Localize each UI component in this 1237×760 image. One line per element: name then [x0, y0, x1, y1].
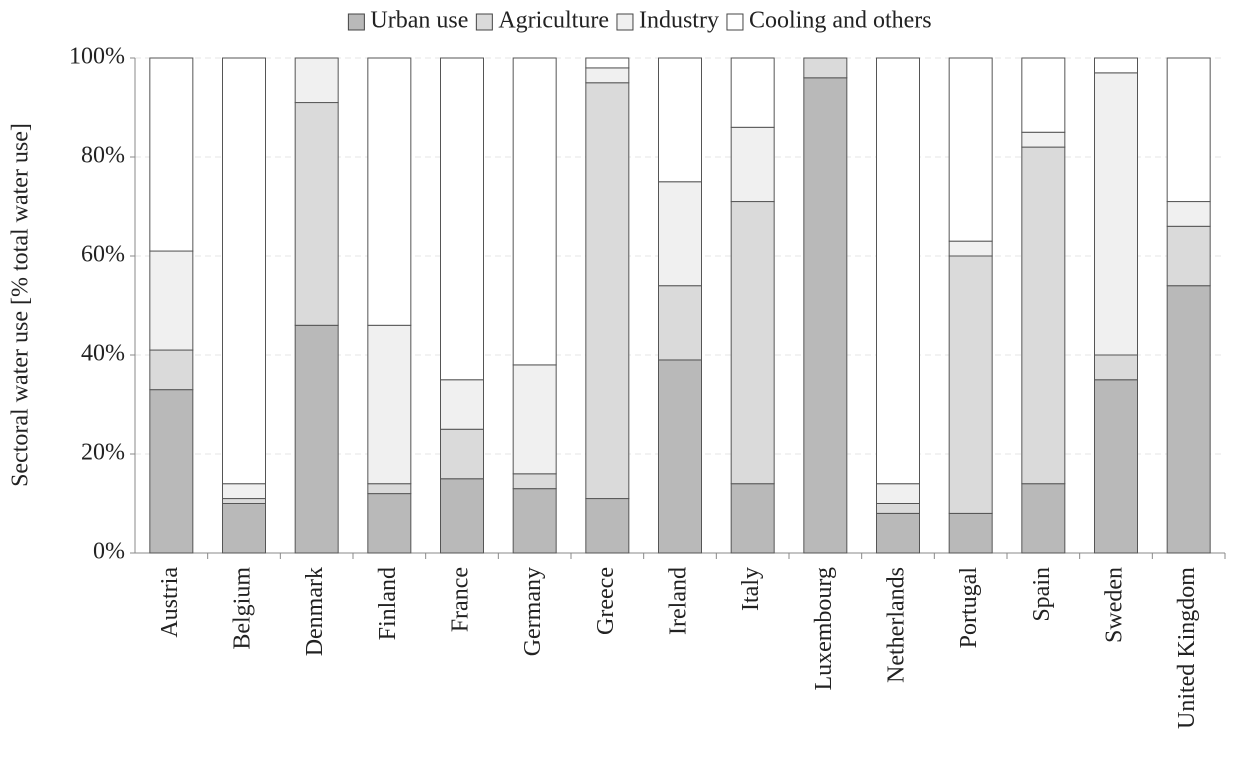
bar-segment [730, 483, 775, 554]
bar-segment [367, 57, 412, 326]
bar-segment [367, 493, 412, 554]
bar-segment [948, 57, 993, 242]
bar-segment [222, 57, 266, 485]
x-tick-label: Portugal [956, 567, 982, 649]
bar-segment [1021, 131, 1066, 148]
bar-segment [803, 77, 848, 554]
bar-segment [658, 359, 702, 554]
bar-segment [876, 57, 920, 485]
bar-segment [440, 57, 484, 381]
x-tick-label: Italy [738, 567, 764, 611]
x-tick-label: Netherlands [884, 567, 910, 683]
x-tick-label: Spain [1029, 567, 1055, 622]
y-tick-label: 0% [93, 539, 125, 565]
bar-segment [367, 324, 412, 485]
bar-segment [876, 503, 920, 514]
bar-segment [730, 57, 775, 128]
bar-segment [1021, 57, 1066, 133]
legend-swatch [347, 13, 365, 31]
legend-item: Agriculture [475, 8, 609, 34]
bar-segment [948, 255, 993, 514]
x-tick-label: Ireland [666, 567, 692, 635]
bar-segment [1166, 57, 1211, 203]
legend-label: Urban use [370, 8, 468, 34]
legend-label: Cooling and others [749, 8, 932, 34]
bar-segment [512, 57, 557, 366]
bar-segment [1166, 225, 1211, 287]
legend-swatch [475, 13, 493, 31]
bar-segment [222, 498, 266, 504]
legend-item: Urban use [347, 8, 468, 34]
legend-item: Industry [616, 8, 719, 34]
bar-segment [876, 512, 920, 554]
legend-label: Industry [639, 8, 719, 34]
y-axis-label: Sectoral water use [% total water use] [8, 123, 34, 487]
bar-segment [948, 512, 993, 554]
bar-segment [730, 201, 775, 485]
bar-segment [1166, 285, 1211, 554]
x-tick-label: Greece [593, 567, 619, 635]
y-tick-label: 40% [81, 341, 125, 367]
legend-swatch [616, 13, 634, 31]
bar-segment [1094, 354, 1138, 381]
bar-segment [222, 503, 266, 554]
bar-segment [585, 498, 630, 554]
bar-segment [658, 285, 702, 361]
bar-segment [149, 349, 194, 391]
x-tick-label: Sweden [1102, 567, 1128, 643]
bar-segment [512, 473, 557, 490]
bar-segment [149, 57, 194, 252]
bar-segment [294, 324, 339, 554]
bar-segment [803, 57, 848, 79]
bar-segment [948, 240, 993, 257]
bar-segment [658, 57, 702, 183]
x-tick-label: Denmark [302, 567, 328, 656]
x-tick-label: Luxembourg [811, 567, 837, 691]
y-tick-label: 80% [81, 143, 125, 169]
bar-segment [658, 181, 702, 287]
bar-segment [1094, 72, 1138, 356]
bar-segment [222, 483, 266, 500]
bar-segment [730, 126, 775, 203]
bar-segment [440, 379, 484, 430]
bar-segment [440, 478, 484, 554]
x-tick-label: France [448, 567, 474, 632]
legend-label: Agriculture [498, 8, 609, 34]
bar-segment [149, 250, 194, 351]
bar-segment [440, 428, 484, 480]
y-tick-label: 100% [69, 44, 125, 70]
x-tick-label: Austria [157, 567, 183, 638]
bar-segment [149, 389, 194, 554]
bar-segment [294, 57, 339, 104]
bar-segment [585, 67, 630, 84]
bar-segment [876, 483, 920, 505]
bar-segment [1021, 146, 1066, 485]
x-tick-label: Germany [520, 567, 546, 656]
bar-segment [1021, 483, 1066, 554]
bar-segment [294, 102, 339, 326]
bar-segment [1094, 379, 1138, 554]
y-tick-label: 20% [81, 440, 125, 466]
bar-segment [367, 483, 412, 495]
bar-segment [585, 82, 630, 500]
x-tick-label: Finland [375, 567, 401, 640]
x-tick-label: Belgium [230, 567, 256, 650]
bar-segment [585, 57, 630, 69]
y-tick-label: 60% [81, 242, 125, 268]
legend-item: Cooling and others [726, 8, 932, 34]
bar-segment [512, 488, 557, 554]
x-tick-label: United Kingdom [1174, 567, 1200, 729]
bar-segment [1166, 201, 1211, 227]
bar-segment [512, 364, 557, 475]
bar-segment [1094, 57, 1138, 74]
legend-swatch [726, 13, 744, 31]
